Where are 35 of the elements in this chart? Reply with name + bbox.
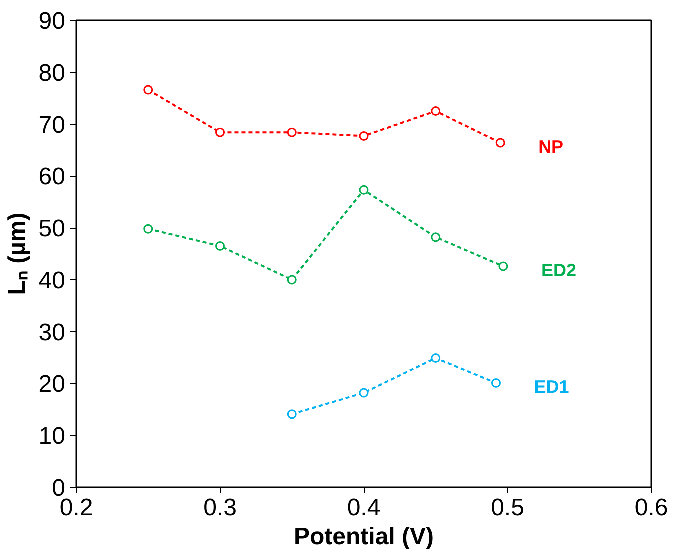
point — [498, 262, 508, 272]
x-tick-label: 0.5 — [491, 494, 524, 522]
y-axis-title: Lₙ (µm) — [4, 212, 31, 296]
x-tick-label: 0.4 — [347, 494, 381, 522]
y-tick-label: 80 — [38, 60, 66, 87]
x-tick-label: 0.2 — [60, 494, 94, 522]
y-tick-label: 20 — [38, 371, 66, 398]
y-tick-label: 70 — [38, 112, 66, 139]
point — [431, 354, 441, 364]
x-tick-label: 0.6 — [634, 494, 668, 522]
point — [216, 128, 225, 138]
point — [144, 224, 154, 234]
point — [492, 378, 501, 388]
point — [287, 128, 297, 138]
y-tick-label: 10 — [38, 423, 66, 450]
series-label: ED2 — [541, 260, 576, 280]
point — [431, 232, 441, 242]
y-tick-label: 50 — [38, 216, 66, 243]
series-label: NP — [538, 136, 564, 157]
point — [431, 106, 441, 116]
point — [287, 410, 297, 420]
point — [359, 388, 369, 398]
y-tick-label: 40 — [38, 267, 66, 294]
series-label: ED1 — [534, 377, 570, 398]
point — [216, 241, 225, 251]
point — [144, 85, 154, 95]
y-tick-label: 60 — [38, 164, 66, 191]
point — [287, 275, 297, 285]
point — [359, 131, 369, 141]
point — [496, 138, 506, 148]
y-tick-label: 90 — [38, 8, 66, 35]
y-tick-label: 30 — [38, 319, 66, 346]
x-tick-label: 0.3 — [204, 494, 237, 522]
x-axis-title: Potential (V) — [294, 524, 434, 550]
point — [359, 185, 369, 195]
